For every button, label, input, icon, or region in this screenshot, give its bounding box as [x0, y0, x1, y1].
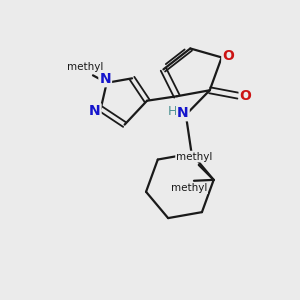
- Text: methyl: methyl: [171, 183, 207, 193]
- Text: N: N: [177, 106, 189, 120]
- Text: H: H: [167, 105, 177, 118]
- Text: N: N: [89, 104, 100, 118]
- Text: N: N: [99, 72, 111, 86]
- Text: methyl: methyl: [67, 62, 103, 72]
- Text: O: O: [222, 49, 234, 63]
- Text: methyl: methyl: [176, 152, 212, 162]
- Text: O: O: [240, 89, 251, 103]
